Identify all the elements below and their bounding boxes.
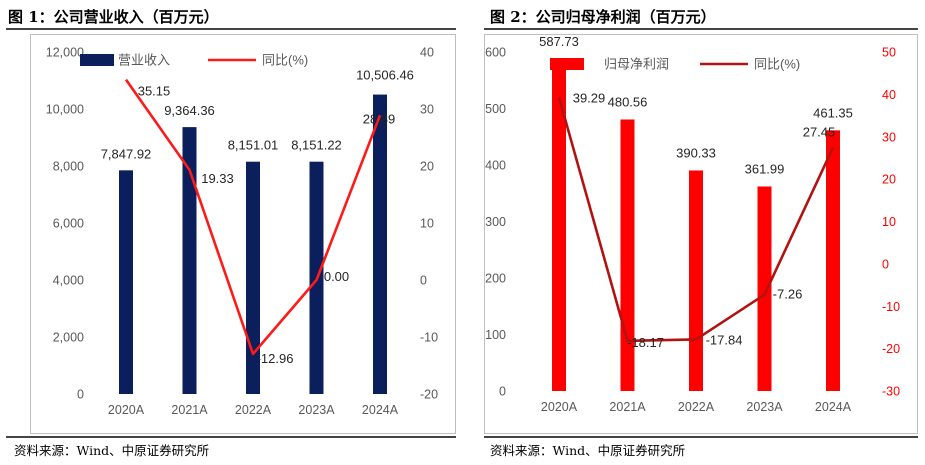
left-axis-tick-label: 8,000 [53,160,84,174]
x-axis-tick-label: 2021A [171,403,208,417]
source-note: 资料来源：Wind、中原证券研究所 [14,443,210,458]
x-axis-tick-label: 2023A [298,403,335,417]
x-axis-tick-label: 2024A [815,400,852,414]
data-bar [689,170,703,391]
legend-line-label: 同比(%) [754,57,800,72]
legend-line-label: 同比(%) [262,53,308,68]
right-axis-tick-label: 10 [882,215,896,229]
right-axis-tick-label: 40 [882,88,896,102]
line-value-label: -7.26 [773,287,803,302]
chart-panel-revenue: 图 1：公司营业收入（百万元） 0 2,000 4,000 6,000 8,000 10,… [0,0,462,465]
left-axis-tick-label: 0 [499,385,506,399]
bar-value-label: 361.99 [745,161,785,176]
bar-value-label: 480.56 [608,94,648,109]
chart-frame [484,34,918,434]
source-note: 资料来源：Wind、中原证券研究所 [490,443,686,458]
line-value-label: 27.45 [803,125,836,140]
chart-frame [30,34,456,434]
bar-value-label: 390.33 [676,145,716,160]
right-axis-tick-label: -20 [882,342,900,356]
left-axis-tick-label: 12,000 [46,46,84,60]
line-value-label: 35.15 [138,84,171,99]
right-axis-tick-label: 10 [420,217,434,231]
title-divider [484,28,918,30]
bar-value-label: 7,847.92 [101,146,152,161]
bar-value-label: 10,506.46 [356,68,414,83]
left-axis-tick-label: 600 [485,46,506,60]
left-axis-tick-label: 100 [485,328,506,342]
x-axis-tick-label: 2021A [609,400,646,414]
left-axis-tick-label: 4,000 [53,274,84,288]
line-value-label: -18.17 [627,335,664,350]
left-axis-tick-label: 10,000 [46,103,84,117]
bar-value-label: 587.73 [539,34,579,49]
line-value-label: 39.29 [573,90,606,105]
growth-line [557,97,835,343]
right-axis-tick-label: 50 [882,46,896,60]
right-axis-tick-label: -10 [882,300,900,314]
data-bar [826,130,840,391]
title-divider [6,28,456,30]
x-axis-tick-label: 2024A [362,403,399,417]
line-value-label: 19.33 [201,171,234,186]
right-axis-tick-label: 20 [420,160,434,174]
left-axis-tick-label: 200 [485,272,506,286]
left-axis-tick-label: 300 [485,215,506,229]
bar-value-label: 8,151.01 [228,138,279,153]
data-bar [182,127,197,395]
footer-divider [484,436,918,438]
x-axis-tick-label: 2023A [746,400,783,414]
data-bar [757,186,772,391]
left-axis-tick-label: 6,000 [53,217,84,231]
bar-value-label: 461.35 [813,105,853,120]
legend-bar-swatch [550,58,584,70]
line-value-label: 28.89 [363,111,396,126]
x-axis-tick-label: 2022A [235,403,272,417]
x-axis-tick-label: 2022A [678,400,715,414]
left-axis-tick-label: 0 [77,388,84,402]
growth-line [124,78,382,356]
left-axis-tick-label: 500 [485,102,506,116]
right-axis-tick-label: 30 [420,103,434,117]
x-axis-tick-label: 2020A [108,403,145,417]
right-axis-tick-label: 30 [882,130,896,144]
bar-value-label: 9,364.36 [164,103,215,118]
data-bar [552,58,566,391]
net-profit-chart: 0 100 200 300 400 500 600 -30 -20 -10 0 10 20 30 40 50 2… [485,34,900,414]
chart-title: 图 1：公司营业收入（百万元） [8,8,219,26]
chart-panel-net-profit: 图 2：公司归母净利润（百万元） 0 100 200 300 400 500 600 -30-… [462,0,925,465]
left-axis-tick-label: 400 [485,159,506,173]
left-axis-tick-label: 2,000 [53,331,84,345]
right-axis-tick-label: -20 [420,388,438,402]
x-axis-tick-label: 2020A [541,400,578,414]
right-axis-tick-label: 20 [882,173,896,187]
legend-bar-label: 营业收入 [118,53,170,68]
data-bar [373,94,387,394]
chart-title: 图 2：公司归母净利润（百万元） [490,8,716,26]
right-axis-tick-label: -10 [420,331,438,345]
footer-divider [6,436,456,438]
data-bar [620,119,635,392]
right-axis-tick-label: 0 [420,274,427,288]
revenue-chart: 0 2,000 4,000 6,000 8,000 10,000 12,000 -20 -10 0… [46,46,438,418]
data-bar [119,170,133,394]
right-axis-tick-label: 40 [420,46,434,60]
line-value-label: -17.84 [706,332,743,347]
line-value-label: -12.96 [257,351,294,366]
right-axis-tick-label: 0 [882,257,889,271]
bar-value-label: 8,151.22 [291,138,342,153]
line-value-label: 0.00 [324,269,349,284]
legend-bar-swatch [80,54,114,66]
legend-bar-label: 归母净利润 [604,57,669,72]
data-bar [246,161,260,394]
right-axis-tick-label: -30 [882,385,900,399]
